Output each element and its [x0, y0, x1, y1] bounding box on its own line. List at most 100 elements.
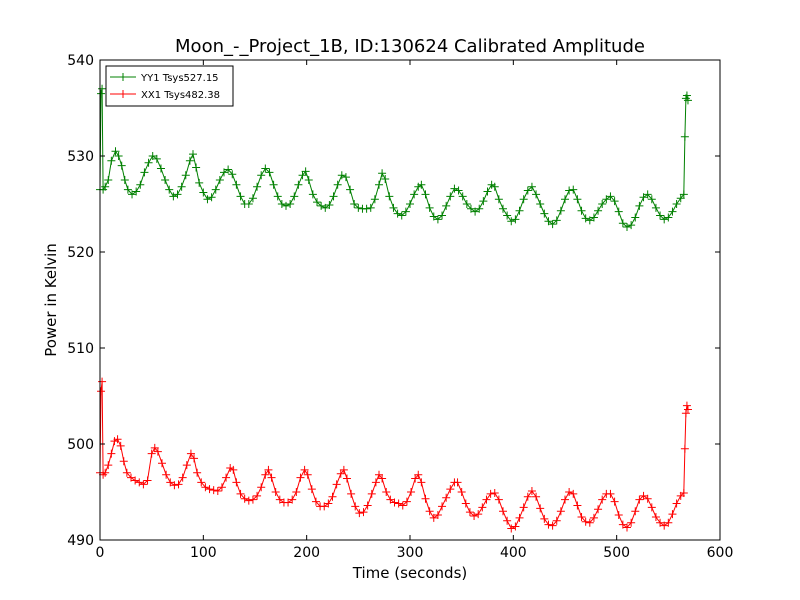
data-point: [660, 215, 669, 224]
data-point: [552, 216, 561, 225]
data-point: [107, 449, 116, 458]
data-point: [679, 190, 688, 199]
data-point: [446, 192, 455, 201]
data-point: [589, 513, 598, 522]
x-tick-label: 100: [190, 545, 217, 561]
data-point: [337, 171, 346, 180]
data-point: [577, 512, 586, 521]
x-tick-label: 600: [707, 545, 734, 561]
data-point: [253, 182, 262, 191]
data-point: [548, 220, 557, 229]
data-point: [544, 217, 553, 226]
series-1: [96, 84, 692, 232]
data-point: [329, 192, 338, 201]
data-point: [668, 207, 677, 216]
data-point: [398, 501, 407, 510]
data-point: [474, 510, 483, 519]
data-point: [217, 483, 226, 492]
data-point: [253, 491, 262, 500]
data-point: [523, 492, 532, 501]
data-point: [433, 511, 442, 520]
data-point: [556, 507, 565, 516]
data-point: [446, 485, 455, 494]
data-point: [347, 489, 356, 498]
data-point: [244, 496, 253, 505]
data-point: [635, 201, 644, 210]
data-point: [248, 194, 257, 203]
x-tick-label: 300: [397, 545, 424, 561]
data-point: [363, 501, 372, 510]
data-point: [466, 204, 475, 213]
x-tick-label: 500: [603, 545, 630, 561]
data-point: [585, 216, 594, 225]
data-point: [606, 192, 615, 201]
data-point: [139, 480, 148, 489]
data-point: [465, 508, 474, 517]
data-point: [421, 494, 430, 503]
data-point: [97, 89, 106, 98]
data-point: [421, 190, 430, 199]
data-point: [228, 170, 237, 179]
data-point: [220, 168, 228, 177]
data-point: [565, 488, 574, 496]
data-point: [378, 474, 387, 483]
data-point: [589, 213, 598, 222]
data-point: [664, 518, 673, 527]
data-point: [317, 201, 326, 210]
data-point: [527, 487, 536, 496]
data-point: [540, 514, 549, 523]
data-point: [127, 473, 135, 482]
data-point: [165, 185, 174, 194]
data-point: [116, 441, 125, 450]
data-point: [598, 495, 607, 504]
data-point: [232, 180, 241, 189]
data-point: [389, 203, 398, 212]
data-point: [442, 201, 451, 210]
data-point: [573, 501, 582, 510]
data-point: [182, 461, 191, 470]
data-point: [162, 470, 171, 479]
data-point: [486, 489, 495, 498]
data-point: [561, 195, 569, 204]
data-point: [113, 435, 122, 444]
data-point: [288, 495, 297, 504]
data-point: [457, 488, 466, 496]
series-layer: [96, 84, 692, 533]
data-point: [519, 195, 528, 204]
data-point: [544, 520, 553, 529]
data-point: [656, 518, 665, 527]
data-point: [532, 492, 541, 501]
data-point: [354, 203, 363, 212]
data-point: [561, 495, 569, 504]
data-point: [647, 195, 656, 204]
data-point: [438, 211, 447, 220]
data-point: [635, 495, 644, 504]
data-point: [643, 190, 652, 199]
data-point: [199, 188, 208, 197]
data-point: [244, 200, 253, 208]
data-point: [257, 483, 266, 492]
data-point: [410, 190, 419, 199]
data-point: [681, 409, 690, 418]
data-point: [639, 491, 648, 500]
data-point: [190, 454, 199, 463]
series-2: [96, 377, 692, 533]
data-point: [104, 176, 113, 184]
data-point: [313, 198, 321, 207]
data-point: [207, 193, 216, 202]
data-point: [296, 473, 305, 482]
data-point: [540, 209, 549, 218]
data-point: [304, 176, 313, 184]
data-point: [332, 480, 341, 489]
data-point: [536, 504, 545, 513]
data-point: [433, 215, 442, 224]
data-point: [494, 195, 503, 204]
data-point: [186, 449, 195, 458]
data-point: [490, 182, 499, 191]
data-point: [273, 192, 282, 201]
data-point: [367, 489, 376, 498]
data-point: [359, 508, 368, 517]
data-point: [482, 495, 491, 504]
data-point: [215, 176, 224, 184]
x-tick-label: 0: [96, 545, 105, 561]
